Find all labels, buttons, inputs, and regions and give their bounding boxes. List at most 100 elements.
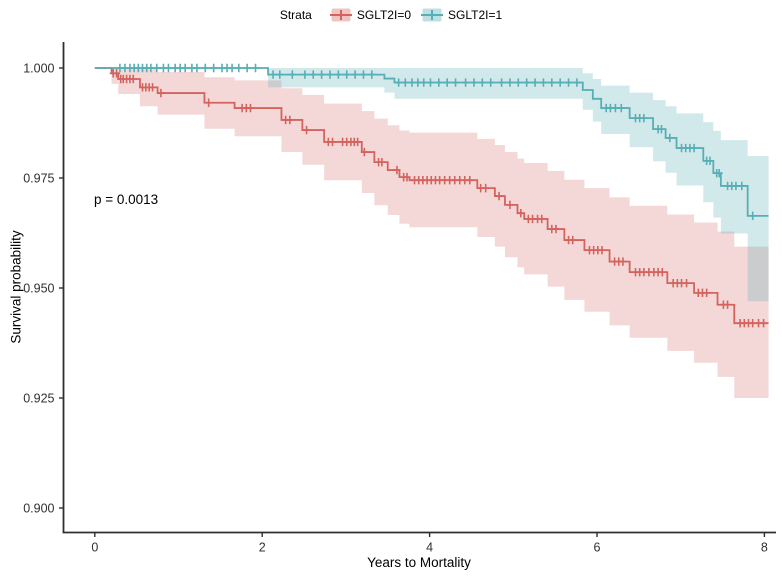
censor-plus-icon [617, 103, 625, 113]
censor-plus-icon [738, 181, 746, 191]
censor-plus-icon [269, 70, 277, 79]
censor-plus-icon [466, 176, 474, 185]
y-tick-label: 0.950 [23, 282, 54, 296]
censor-plus-icon [760, 319, 768, 328]
censor-plus-icon [611, 103, 619, 113]
censor-plus-icon [326, 70, 334, 79]
censor-plus-icon [252, 63, 260, 73]
x-tick-label: 8 [761, 541, 768, 555]
censor-plus-icon [210, 63, 218, 73]
y-tick-label: 0.900 [23, 502, 54, 516]
censor-plus-icon [181, 63, 189, 73]
censor-plus-icon [732, 181, 740, 191]
censor-plus-icon [164, 63, 172, 73]
y-tick-label: 0.975 [23, 172, 54, 186]
censor-plus-icon [395, 78, 403, 87]
censor-plus-icon [569, 235, 577, 245]
y-tick-label: 0.925 [23, 392, 54, 406]
censor-plus-icon [246, 103, 254, 113]
censor-plus-icon [288, 70, 296, 79]
censor-plus-icon [598, 245, 606, 255]
censor-plus-icon [318, 70, 326, 79]
censor-plus-icon [514, 78, 522, 87]
censor-plus-icon [548, 78, 556, 87]
legend-entry-sglt2i-1: SGLT2I=1 [420, 6, 502, 24]
censor-plus-icon [201, 63, 209, 73]
censor-plus-icon [129, 74, 137, 84]
censor-plus-icon [408, 78, 416, 87]
censor-plus-icon [478, 78, 486, 87]
censor-plus-icon [426, 78, 434, 87]
censor-plus-icon [205, 98, 213, 107]
censor-plus-icon [334, 70, 342, 79]
censor-plus-icon [276, 70, 284, 79]
censor-plus-icon [343, 70, 351, 79]
censor-plus-icon [403, 172, 411, 182]
censor-plus-icon [329, 137, 337, 147]
censor-plus-icon [487, 78, 495, 87]
x-axis-title: Years to Mortality [367, 555, 471, 570]
censor-plus-icon [193, 63, 201, 73]
censor-plus-icon [351, 70, 359, 79]
censor-marks-sglt2i-1 [116, 63, 757, 221]
censor-plus-icon [147, 63, 155, 73]
censor-plus-icon [309, 70, 317, 79]
censor-plus-icon [443, 78, 451, 87]
x-tick-label: 6 [594, 541, 601, 555]
censor-plus-icon [523, 78, 531, 87]
legend-key-plus-icon [421, 8, 443, 22]
x-tick-label: 4 [426, 541, 433, 555]
censor-plus-icon [552, 224, 560, 234]
censor-plus-icon [157, 88, 165, 98]
censor-plus-icon [420, 78, 428, 87]
censor-plus-icon [683, 278, 691, 288]
censor-plus-icon [517, 209, 525, 218]
censor-plus-icon [573, 78, 581, 87]
censor-plus-icon [360, 147, 368, 157]
censor-plus-icon [435, 78, 443, 87]
censor-plus-icon [149, 83, 157, 92]
censor-plus-icon [359, 70, 367, 79]
censor-plus-icon [565, 78, 573, 87]
censor-plus-icon [495, 191, 503, 201]
censor-plus-icon [393, 165, 401, 175]
censor-plus-icon [498, 78, 506, 87]
legend-key-plus-icon [329, 8, 352, 22]
censor-plus-icon [462, 78, 470, 87]
confidence-band-sglt2i-0 [94, 68, 769, 398]
censor-plus-icon [658, 267, 666, 277]
censor-plus-icon [715, 168, 723, 178]
censor-plus-icon [619, 257, 627, 266]
legend: Strata SGLT2I=0 SGLT2I=1 [0, 4, 782, 26]
censor-plus-icon [113, 69, 121, 78]
legend-entries: SGLT2I=0 SGLT2I=1 [320, 6, 502, 24]
censor-plus-icon [703, 288, 711, 298]
censor-plus-icon [749, 211, 757, 221]
x-tick-label: 2 [259, 541, 266, 555]
censor-plus-icon [414, 78, 422, 87]
y-tick-label: 1.000 [23, 62, 54, 76]
p-value-annotation: p = 0.0013 [94, 192, 159, 207]
censor-marks-sglt2i-0 [109, 69, 768, 328]
censor-plus-icon [452, 78, 460, 87]
censor-plus-icon [749, 319, 757, 328]
y-axis-title: Survival probability [8, 230, 24, 344]
censor-plus-icon [531, 78, 539, 87]
censor-plus-icon [506, 78, 514, 87]
censor-plus-icon [538, 214, 546, 224]
censor-plus-icon [378, 157, 386, 167]
censor-plus-icon [401, 78, 409, 87]
censor-plus-icon [724, 300, 732, 309]
censor-plus-icon [368, 70, 376, 79]
censor-plus-icon [470, 78, 478, 87]
censor-plus-icon [539, 78, 547, 87]
censor-plus-icon [506, 200, 514, 210]
censor-plus-icon [235, 63, 243, 73]
censor-plus-icon [657, 124, 665, 134]
censor-plus-icon [354, 137, 362, 147]
censor-plus-icon [243, 63, 251, 73]
legend-title: Strata [279, 8, 312, 22]
legend-entry-sglt2i-0: SGLT2I=0 [329, 6, 411, 24]
censor-plus-icon [706, 156, 714, 166]
